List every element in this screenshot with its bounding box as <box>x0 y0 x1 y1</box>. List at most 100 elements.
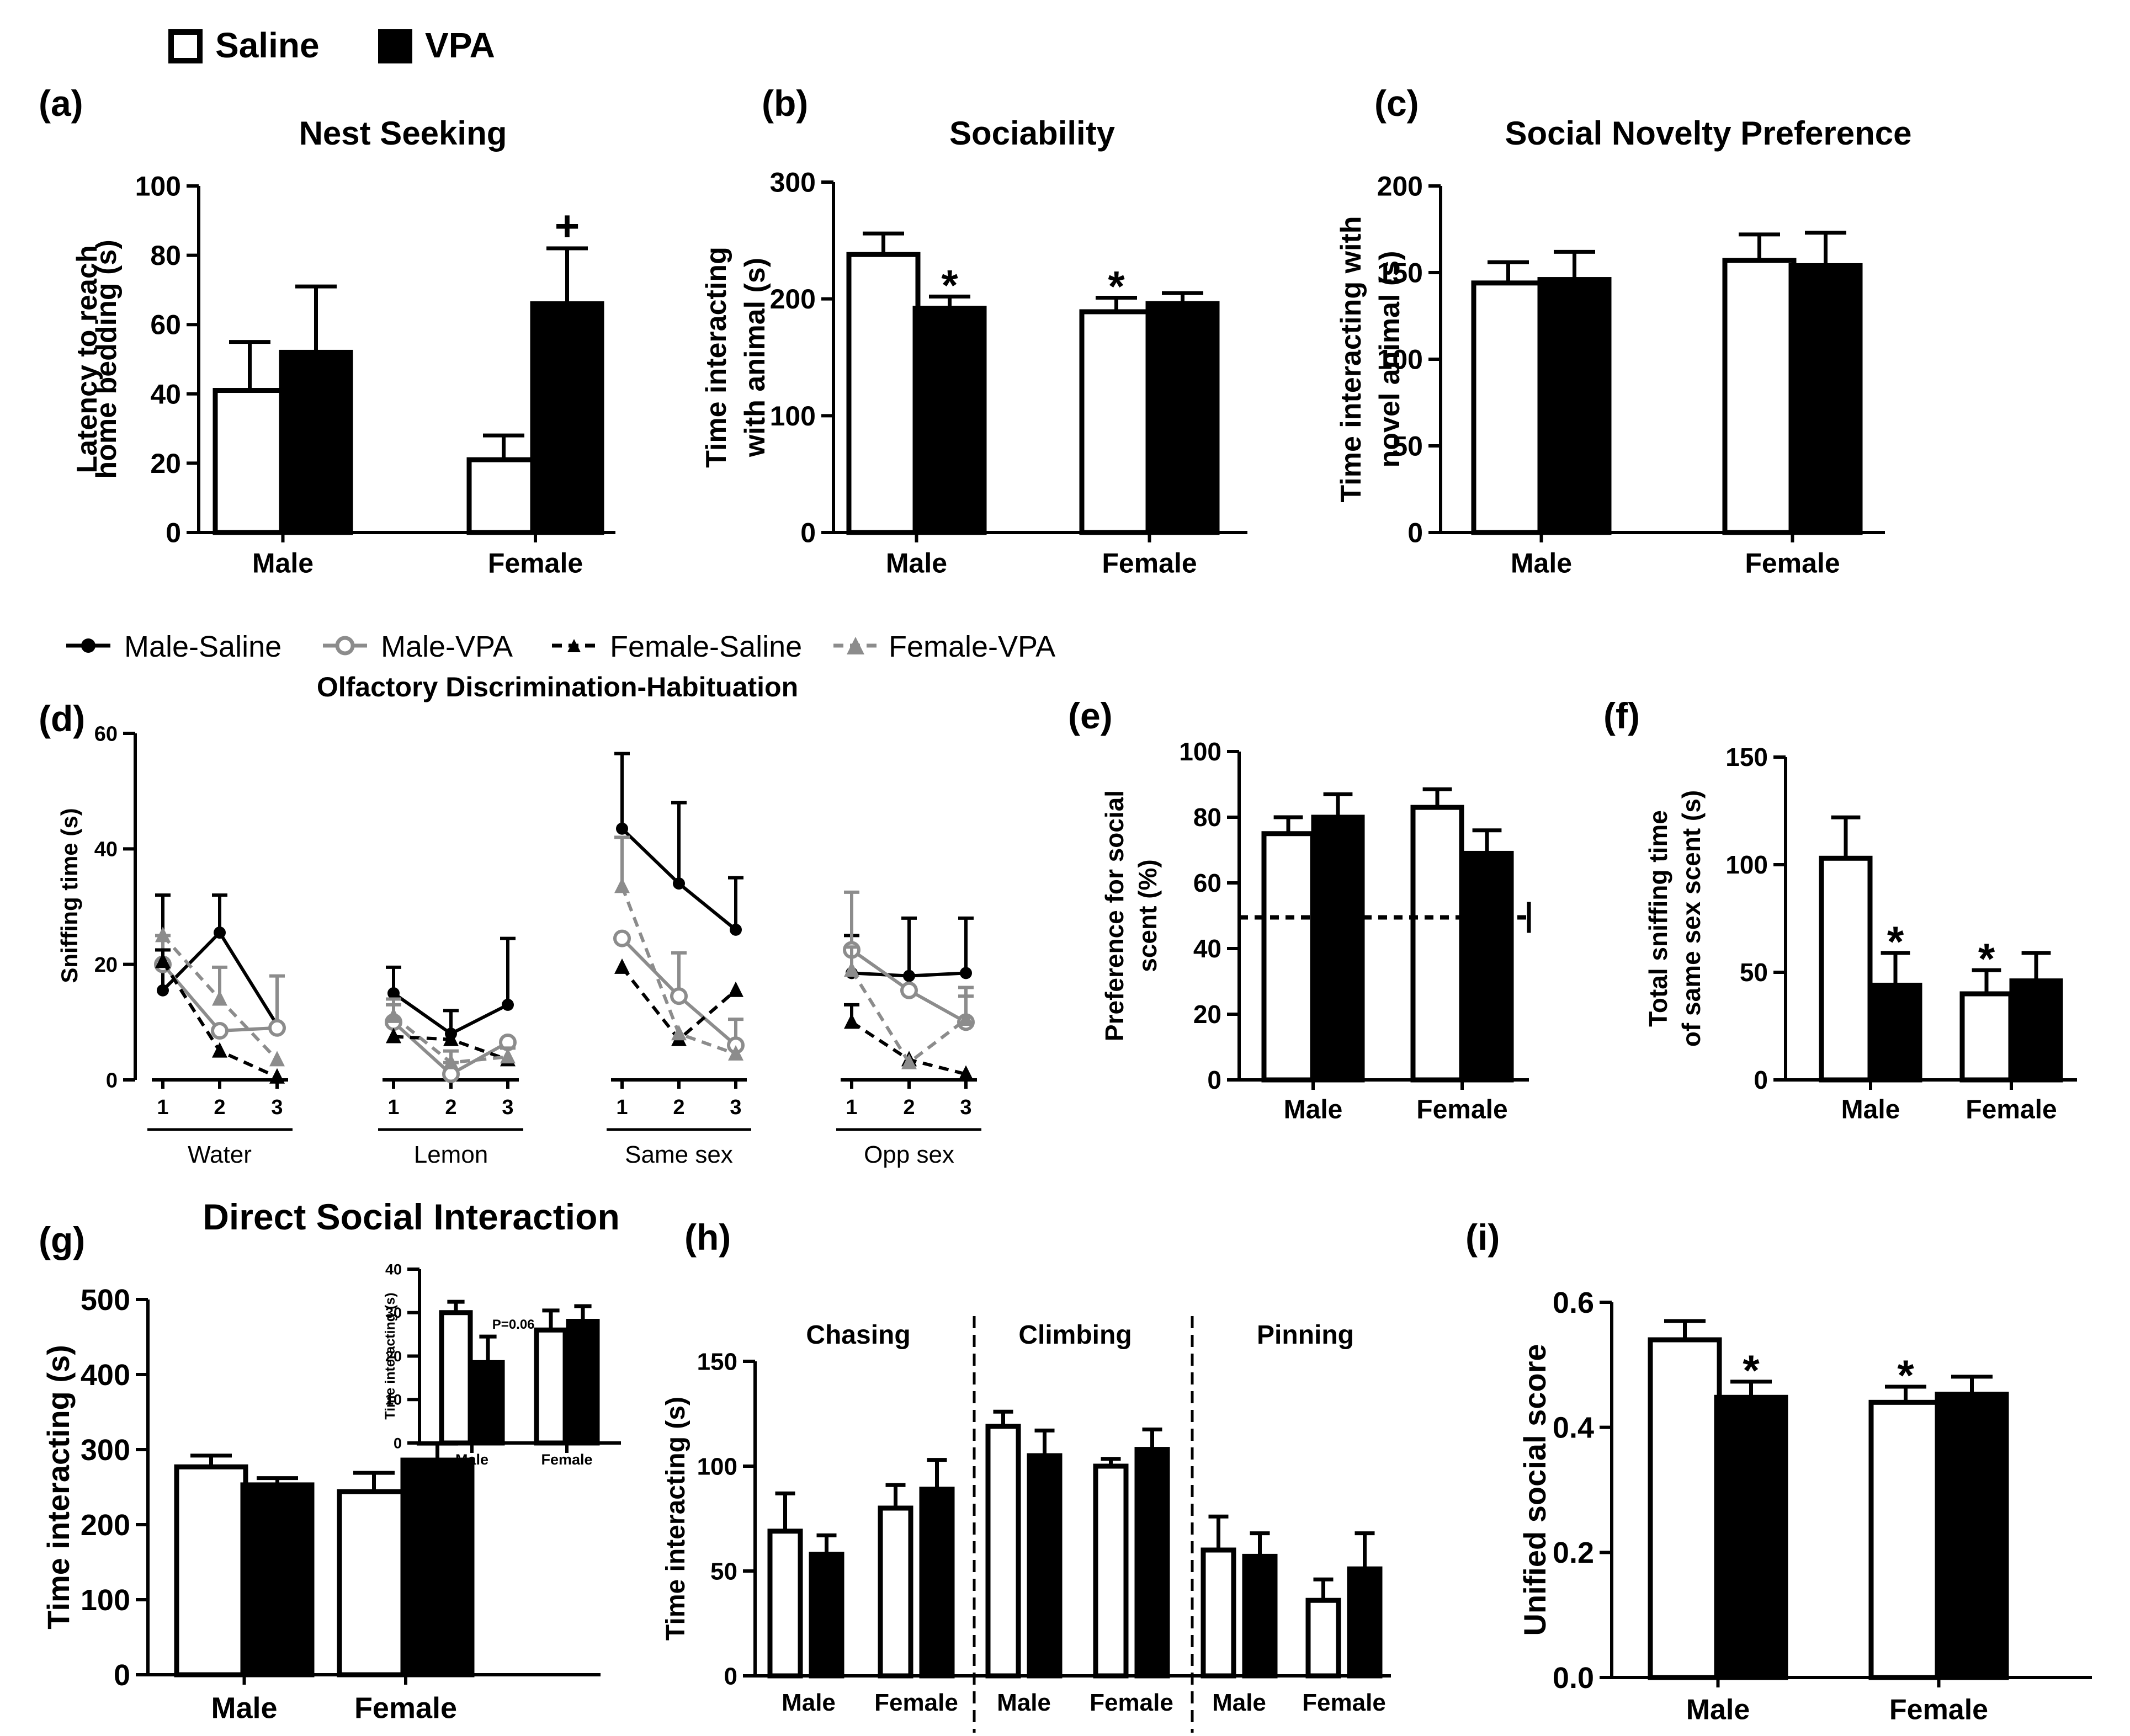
panel-i: 0.0 0.2 0.4 0.6 Male Female * * (i) Unified socia… <box>1465 1217 2092 1726</box>
bar-legend: Saline VPA <box>168 25 495 65</box>
bar-vpa-male <box>279 349 353 535</box>
panel-title: Olfactory Discrimination-Habituation <box>317 672 798 702</box>
panel-e: 0 20 40 60 80 100 Male Female (e) Preference for … <box>1068 695 1531 1125</box>
y-tick-label: 0 <box>114 1659 130 1692</box>
bar-saline-female <box>1722 258 1797 535</box>
trial-label: 2 <box>903 1096 915 1119</box>
y-tick-label: 20 <box>385 1348 402 1365</box>
bar-vpa-female <box>2009 978 2063 1083</box>
y-tick-label: 150 <box>697 1348 737 1375</box>
saline-legend-label: Saline <box>215 25 320 65</box>
trial-label: 1 <box>846 1096 857 1119</box>
point <box>613 929 631 947</box>
point <box>211 1022 229 1040</box>
group-label: Lemon <box>414 1141 488 1168</box>
significance-marker: * <box>1978 934 1995 983</box>
bar-saline-male <box>846 252 921 535</box>
x-tick-label: Male <box>455 1451 488 1468</box>
group-label: Chasing <box>806 1320 910 1350</box>
point <box>268 1019 286 1037</box>
y-tick-label: 0 <box>166 518 181 549</box>
bar-vpa-male <box>1537 277 1612 535</box>
panel-label: (b) <box>762 83 808 124</box>
bar-saline-climbing-female <box>1093 1463 1129 1679</box>
y-tick-label: 0 <box>1754 1066 1768 1094</box>
x-tick-label: Female <box>1416 1095 1507 1125</box>
point <box>157 984 169 997</box>
panel-title: Direct Social Interaction <box>203 1196 620 1237</box>
y-tick-label: 20 <box>1193 1000 1221 1029</box>
female-saline-legend: Female-Saline <box>610 630 802 663</box>
point <box>387 987 400 999</box>
bar-vpa-female <box>530 301 604 535</box>
bar-vpa-male <box>1714 1394 1788 1680</box>
point <box>443 1053 459 1069</box>
male-saline-legend: Male-Saline <box>124 630 281 663</box>
point <box>900 981 918 999</box>
panel-title: Sociability <box>949 115 1116 152</box>
y-tick-label: 400 <box>81 1359 130 1392</box>
bar-vpa-pinning-male <box>1242 1553 1278 1679</box>
trial-label: 2 <box>214 1096 225 1119</box>
bar-saline-female <box>1079 309 1154 535</box>
y-tick-label: 40 <box>1193 934 1221 963</box>
y-axis-label: Time interacting (s) <box>661 1397 690 1641</box>
x-tick-label: Male <box>211 1691 277 1724</box>
x-tick-label: Female <box>1102 548 1197 579</box>
trial-label: 3 <box>730 1096 741 1119</box>
bar-vpa-male <box>1311 814 1365 1083</box>
point <box>386 1007 401 1023</box>
bar-vpa-female <box>400 1457 475 1678</box>
y-tick-label: 100 <box>770 401 816 432</box>
bar-saline-male <box>1819 855 1873 1083</box>
bar-vpa-climbing-male <box>1027 1453 1063 1679</box>
point <box>269 1068 285 1084</box>
bar-vpa-male <box>240 1482 315 1678</box>
group-label: Opp sex <box>864 1141 954 1168</box>
x-tick-label: Female <box>1745 548 1840 579</box>
point <box>903 970 915 982</box>
y-tick-label: 100 <box>81 1584 130 1617</box>
x-tick-label: Male <box>886 548 947 579</box>
point <box>616 822 628 835</box>
point <box>214 926 226 939</box>
point <box>212 990 227 1006</box>
point <box>673 877 685 890</box>
y-tick-label: 100 <box>1725 850 1768 879</box>
point <box>960 967 972 979</box>
point <box>728 1045 743 1061</box>
y-axis-label: Latency to reach <box>71 245 103 473</box>
bar-vpa-female <box>1145 301 1220 535</box>
male-vpa-marker <box>335 636 355 656</box>
x-tick-label: Female <box>1302 1689 1386 1716</box>
y-tick-label: 60 <box>150 310 181 340</box>
y-tick-label: 40 <box>150 379 181 409</box>
male-saline-marker <box>81 638 95 653</box>
bar-vpa-male <box>471 1360 505 1446</box>
female-saline-marker <box>567 639 581 652</box>
y-axis-label: Time interacting (s) <box>41 1345 76 1630</box>
male-vpa-legend: Male-VPA <box>381 630 513 663</box>
point <box>212 1042 227 1058</box>
panel-label: (d) <box>39 698 85 739</box>
point <box>958 1010 974 1026</box>
x-tick-label: Female <box>1090 1689 1173 1716</box>
trial-label: 2 <box>673 1096 684 1119</box>
panel-label: (g) <box>39 1220 85 1260</box>
trial-label: 3 <box>271 1096 283 1119</box>
y-tick-label: 50 <box>1740 958 1768 987</box>
panel-c: 0 50 100 150 200 Male Female Social Novelty Pre… <box>1335 83 1912 579</box>
point <box>614 877 630 893</box>
y-tick-label: 200 <box>81 1509 130 1542</box>
significance-marker: * <box>1743 1346 1760 1394</box>
y-axis-label: of same sex scent (s) <box>1677 790 1706 1047</box>
point <box>269 1051 285 1067</box>
bar-saline-chasing-female <box>878 1505 913 1679</box>
y-tick-label: 200 <box>1377 171 1423 202</box>
panel-title: Social Novelty Preference <box>1505 115 1911 152</box>
significance-marker: * <box>1108 262 1125 311</box>
bar-vpa-chasing-male <box>809 1552 844 1679</box>
point <box>614 958 630 974</box>
y-axis-label: novel animal (s) <box>1374 251 1406 468</box>
